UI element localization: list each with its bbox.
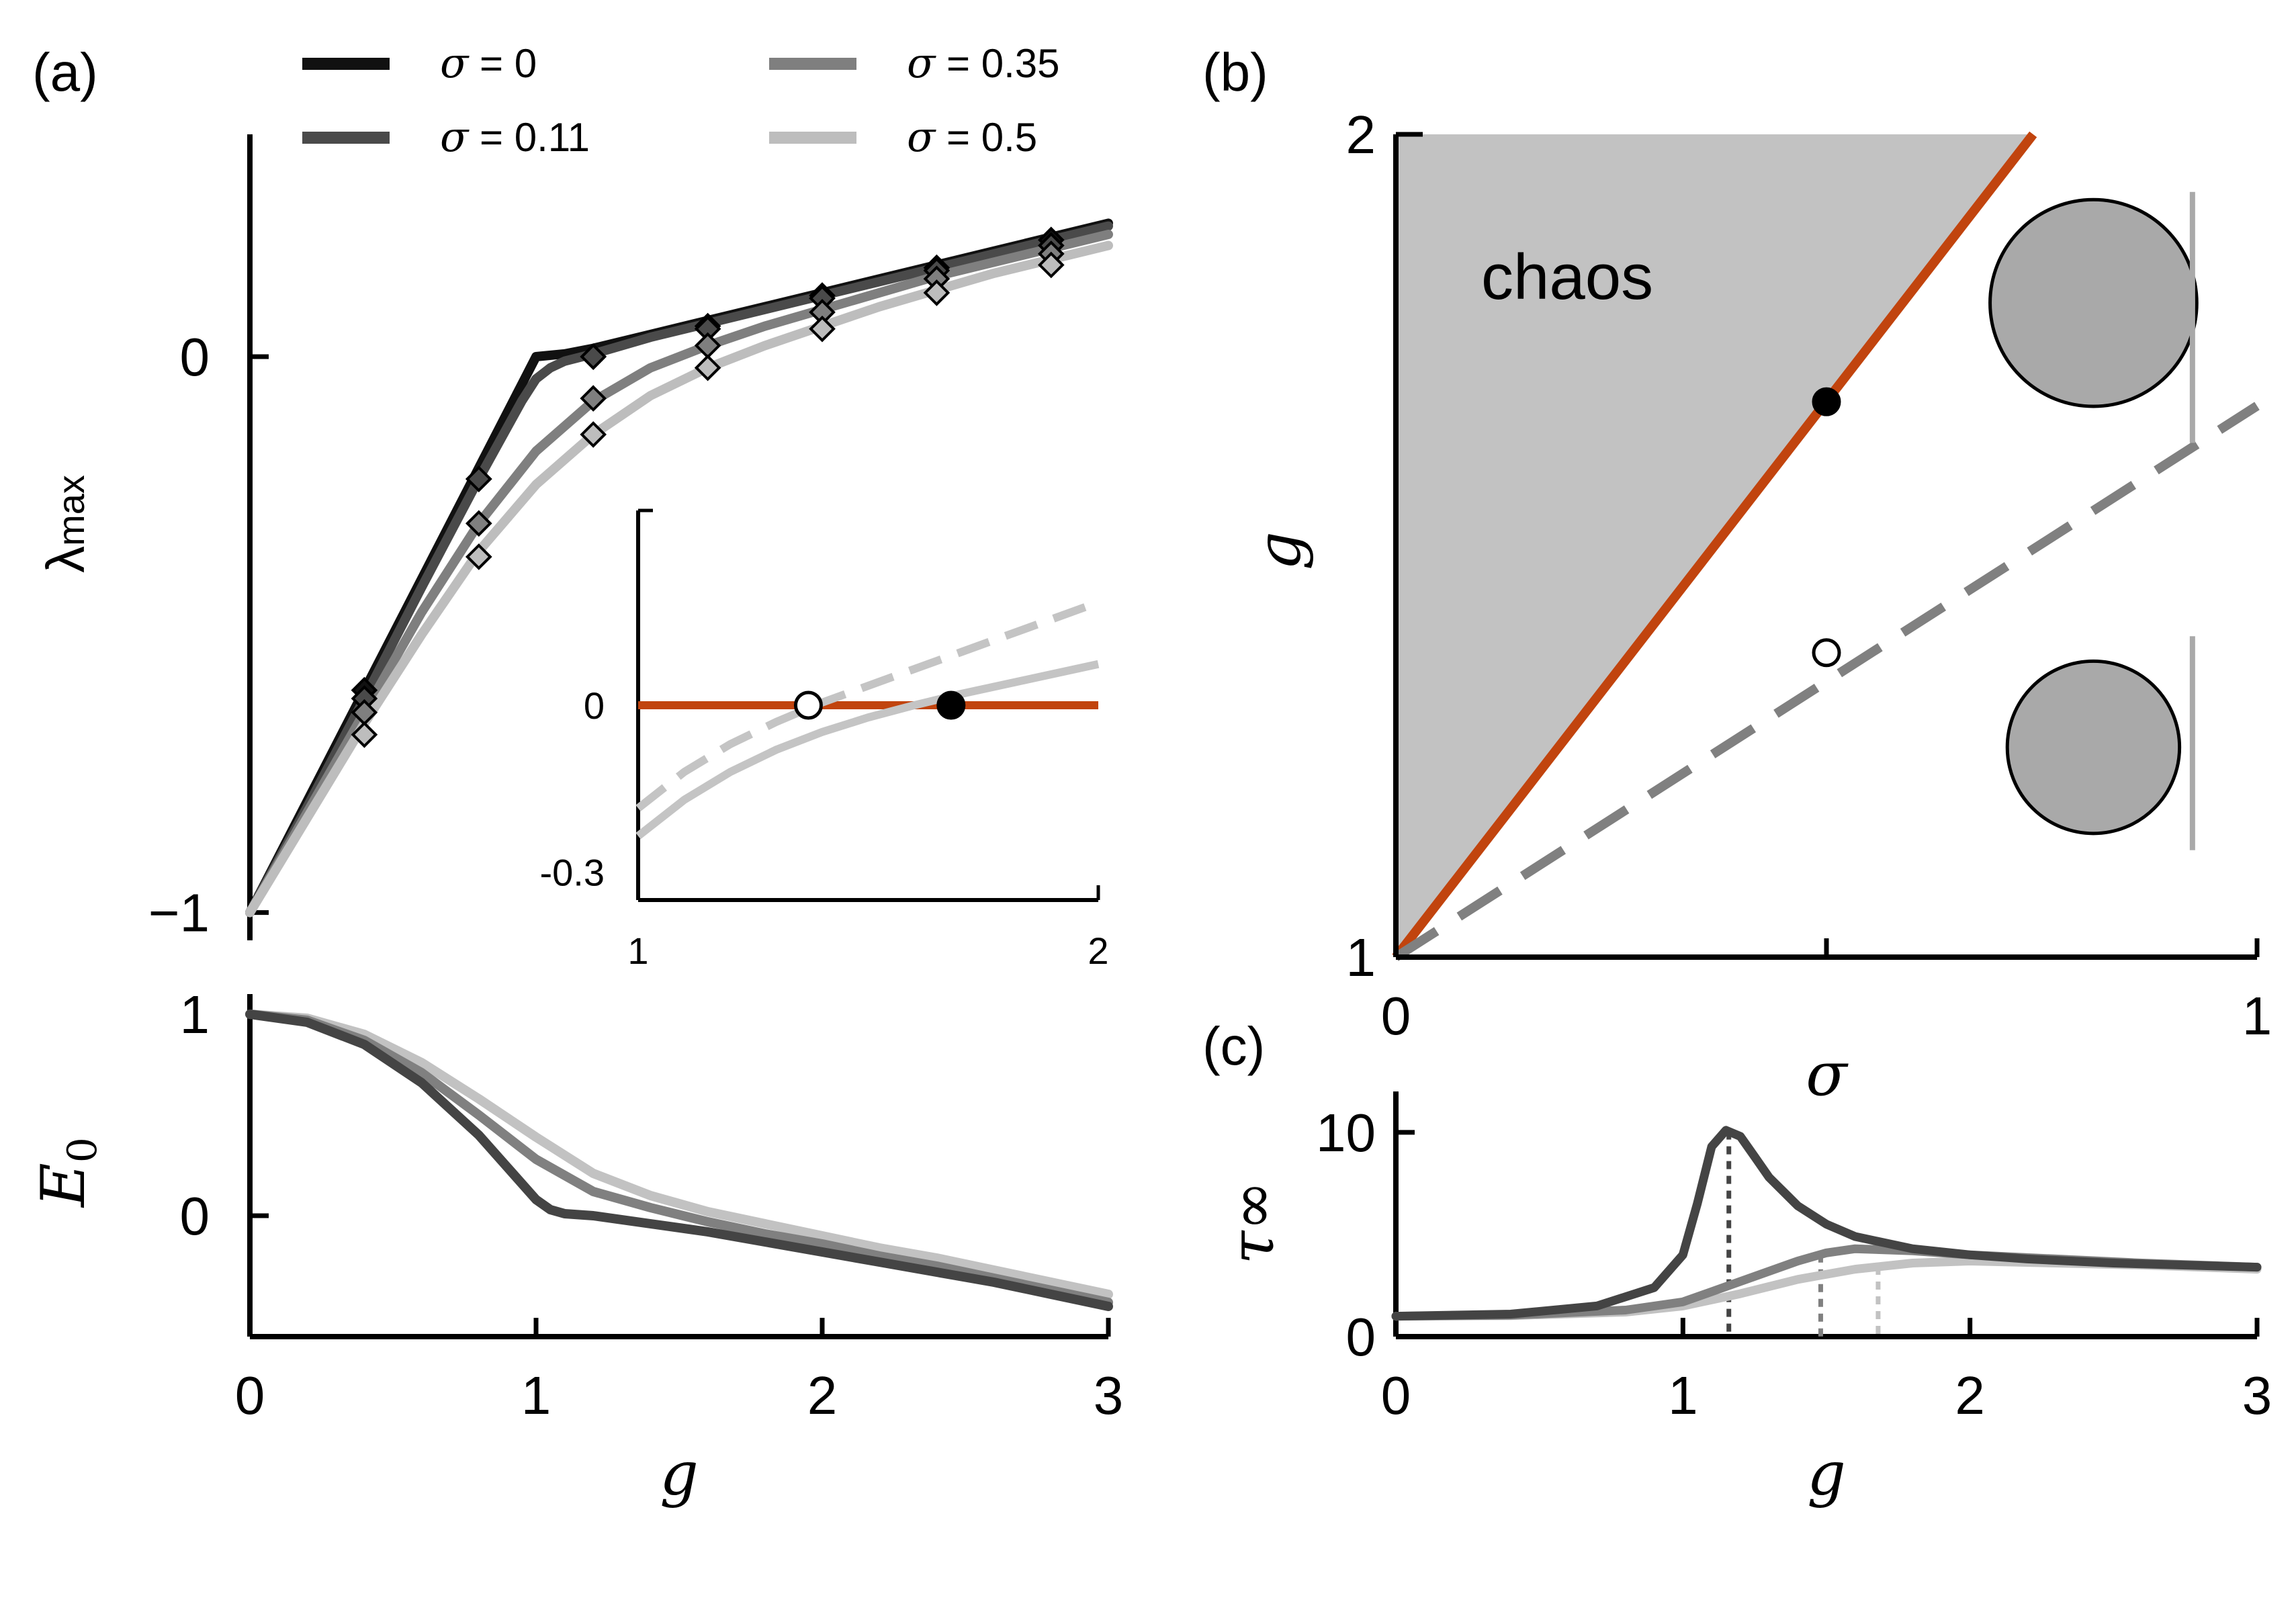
x-tick-label: 1 bbox=[1668, 1365, 1698, 1425]
data-marker bbox=[465, 510, 492, 537]
series-line-2 bbox=[245, 230, 1113, 917]
y-axis-label: g bbox=[1244, 531, 1315, 570]
series-line-0 bbox=[1391, 1257, 2262, 1321]
y-tick-label: −1 bbox=[148, 883, 210, 943]
inset-y-tick-label: 0 bbox=[584, 684, 605, 727]
legend-greek: σ bbox=[907, 112, 936, 161]
panel-label-a: (a) bbox=[32, 42, 98, 102]
inset-filled-point bbox=[936, 690, 966, 720]
y-tick-label: 10 bbox=[1316, 1103, 1376, 1163]
data-marker bbox=[351, 721, 378, 748]
critical-line bbox=[1392, 131, 2037, 960]
inset-series-1 bbox=[635, 598, 1100, 812]
x-tick-label: 0 bbox=[235, 1365, 265, 1425]
legend-label-2: σ = 0.35 bbox=[907, 38, 1059, 87]
data-marker bbox=[580, 343, 607, 370]
legend: σ = 0σ = 0.11σ = 0.35σ = 0.5 bbox=[302, 38, 1059, 161]
y-tick-label: 1 bbox=[1346, 928, 1376, 987]
y-axis-label-sub: 0 bbox=[59, 1137, 106, 1163]
series-line-2 bbox=[1391, 1126, 2262, 1321]
x-axis-label: g bbox=[660, 1439, 699, 1509]
x-tick-label: 2 bbox=[1955, 1365, 1985, 1425]
data-marker bbox=[465, 465, 492, 492]
panel-label-c: (c) bbox=[1202, 1016, 1265, 1076]
open-point bbox=[1812, 638, 1841, 668]
panel-c: (c) 10 00 1 2 3 g τ∞ bbox=[1202, 1016, 2272, 1509]
y-tick-label: 1 bbox=[180, 985, 210, 1044]
inset-y-tick-label: -0.3 bbox=[540, 852, 605, 894]
data-marker bbox=[580, 385, 607, 412]
x-tick-label: 2 bbox=[807, 1365, 838, 1425]
data-marker bbox=[465, 543, 492, 570]
y-axis-label-sub: max bbox=[50, 475, 92, 546]
panel-a-top: (a) 0 −1 λmax bbox=[32, 42, 1113, 943]
data-marker bbox=[1037, 251, 1065, 279]
inset-x-tick-label: 2 bbox=[1088, 930, 1108, 972]
series-line-1 bbox=[1391, 1244, 2262, 1321]
y-tick-label: 0 bbox=[1346, 1307, 1376, 1367]
legend-value: = 0 bbox=[468, 41, 537, 86]
x-axis-label: σ bbox=[1806, 1039, 1849, 1110]
filled-point bbox=[1812, 387, 1841, 416]
data-marker bbox=[809, 315, 836, 343]
legend-greek: σ bbox=[440, 112, 470, 161]
y-axis-label: E0 bbox=[28, 1137, 106, 1208]
data-marker bbox=[923, 279, 951, 306]
panel-label-b: (b) bbox=[1202, 42, 1268, 102]
series-line-0 bbox=[245, 1010, 1113, 1299]
spectrum-disk-1 bbox=[2005, 659, 2182, 836]
x-tick-label: 0 bbox=[1381, 1365, 1411, 1425]
inset-open-point bbox=[793, 690, 823, 720]
x-tick-label: 1 bbox=[2242, 986, 2272, 1046]
series-line-2 bbox=[245, 1010, 1113, 1311]
legend-greek: σ bbox=[440, 38, 470, 87]
x-tick-label: 3 bbox=[2242, 1365, 2272, 1425]
x-tick-label: 3 bbox=[1094, 1365, 1124, 1425]
legend-greek: σ bbox=[907, 38, 936, 87]
legend-value: = 0.11 bbox=[468, 115, 590, 160]
dashed-line bbox=[1393, 402, 2260, 961]
y-axis-label-main: λ bbox=[36, 546, 95, 573]
y-tick-label: 2 bbox=[1346, 105, 1376, 165]
legend-label-3: σ = 0.5 bbox=[907, 112, 1037, 161]
y-axis-label: λmax bbox=[36, 475, 95, 573]
series-line-1 bbox=[245, 1010, 1113, 1307]
data-marker bbox=[694, 354, 721, 382]
panel-a-inset: 0 -0.3 1 2 bbox=[540, 504, 1109, 972]
y-tick-label: 0 bbox=[180, 1186, 210, 1246]
legend-value: = 0.5 bbox=[935, 115, 1037, 160]
y-axis-label-main: E bbox=[28, 1163, 99, 1208]
x-tick-label: 1 bbox=[521, 1365, 551, 1425]
inset-x-tick-label: 1 bbox=[627, 930, 648, 972]
legend-label-0: σ = 0 bbox=[440, 38, 537, 87]
x-axis-label: g bbox=[1807, 1439, 1846, 1509]
inset-series-2 bbox=[635, 660, 1100, 840]
y-axis-label: τ∞ bbox=[1217, 1181, 1288, 1265]
spectrum-disk-0 bbox=[1988, 197, 2199, 408]
legend-value: = 0.35 bbox=[935, 41, 1059, 86]
x-tick-label: 0 bbox=[1381, 986, 1411, 1046]
y-tick-label: 0 bbox=[180, 327, 210, 387]
series-line-3 bbox=[245, 240, 1113, 917]
data-marker bbox=[580, 421, 607, 448]
legend-label-1: σ = 0.11 bbox=[440, 112, 590, 161]
chaos-label: chaos bbox=[1481, 241, 1653, 313]
